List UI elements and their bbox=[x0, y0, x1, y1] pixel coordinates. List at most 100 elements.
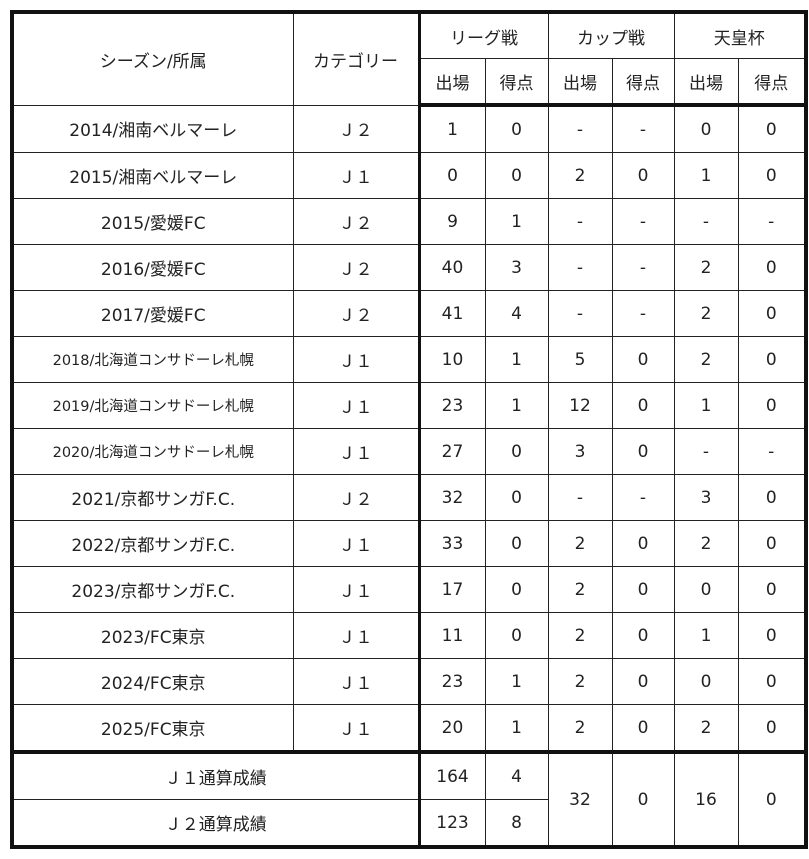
category: Ｊ１ bbox=[292, 566, 421, 613]
emperor-apps: 2 bbox=[673, 244, 739, 291]
total-cup-goals: 0 bbox=[611, 751, 675, 848]
total-j1-label: Ｊ１通算成績 bbox=[11, 751, 421, 800]
emperor-apps: - bbox=[673, 428, 739, 475]
league-goals: 0 bbox=[484, 474, 549, 521]
emperor-goals: 0 bbox=[737, 336, 807, 383]
emperor-apps: 1 bbox=[673, 612, 739, 659]
cup-apps: 2 bbox=[547, 566, 613, 613]
header-category: カテゴリー bbox=[292, 11, 421, 106]
league-apps: 0 bbox=[418, 152, 486, 199]
league-goals: 1 bbox=[484, 382, 549, 429]
league-goals: 3 bbox=[484, 244, 549, 291]
season-club: 2014/湘南ベルマーレ bbox=[11, 104, 294, 153]
cup-goals: 0 bbox=[611, 612, 675, 659]
cup-goals: 0 bbox=[611, 520, 675, 567]
cup-goals: 0 bbox=[611, 704, 675, 754]
category: Ｊ２ bbox=[292, 198, 421, 245]
league-goals: 0 bbox=[484, 152, 549, 199]
category: Ｊ１ bbox=[292, 520, 421, 567]
league-goals: 0 bbox=[484, 104, 549, 153]
table-row: 2015/湘南ベルマーレ Ｊ１ 0 0 2 0 1 0 bbox=[11, 152, 807, 199]
season-club: 2015/湘南ベルマーレ bbox=[11, 152, 294, 199]
category: Ｊ２ bbox=[292, 290, 421, 337]
cup-apps: - bbox=[547, 244, 613, 291]
season-club: 2024/FC東京 bbox=[11, 658, 294, 705]
career-stats-table: シーズン/所属 カテゴリー リーグ戦 カップ戦 天皇杯 出場 得点 出場 得点 … bbox=[10, 10, 808, 849]
total-emperor-goals: 0 bbox=[737, 751, 807, 848]
emperor-goals: - bbox=[737, 198, 807, 245]
cup-goals: - bbox=[611, 290, 675, 337]
emperor-goals: 0 bbox=[737, 658, 807, 705]
cup-apps: 2 bbox=[547, 152, 613, 199]
header-apps: 出場 bbox=[547, 58, 613, 107]
emperor-goals: 0 bbox=[737, 612, 807, 659]
emperor-apps: - bbox=[673, 198, 739, 245]
league-apps: 33 bbox=[418, 520, 486, 567]
league-goals: 0 bbox=[484, 612, 549, 659]
emperor-apps: 0 bbox=[673, 566, 739, 613]
category: Ｊ１ bbox=[292, 336, 421, 383]
table-row: 2024/FC東京 Ｊ１ 23 1 2 0 0 0 bbox=[11, 658, 807, 705]
season-club: 2025/FC東京 bbox=[11, 704, 294, 754]
cup-apps: - bbox=[547, 474, 613, 521]
league-goals: 1 bbox=[484, 336, 549, 383]
emperor-apps: 2 bbox=[673, 704, 739, 754]
emperor-goals: 0 bbox=[737, 152, 807, 199]
category: Ｊ１ bbox=[292, 612, 421, 659]
emperor-apps: 1 bbox=[673, 382, 739, 429]
header-apps: 出場 bbox=[418, 58, 486, 107]
cup-goals: 0 bbox=[611, 658, 675, 705]
cup-apps: 5 bbox=[547, 336, 613, 383]
league-apps: 32 bbox=[418, 474, 486, 521]
emperor-goals: 0 bbox=[737, 382, 807, 429]
league-goals: 4 bbox=[484, 290, 549, 337]
league-goals: 0 bbox=[484, 520, 549, 567]
season-club: 2023/FC東京 bbox=[11, 612, 294, 659]
category: Ｊ１ bbox=[292, 658, 421, 705]
cup-apps: 2 bbox=[547, 704, 613, 754]
cup-apps: 2 bbox=[547, 658, 613, 705]
emperor-goals: 0 bbox=[737, 290, 807, 337]
league-apps: 27 bbox=[418, 428, 486, 475]
season-club: 2020/北海道コンサドーレ札幌 bbox=[11, 428, 294, 475]
emperor-apps: 2 bbox=[673, 336, 739, 383]
league-apps: 1 bbox=[418, 104, 486, 153]
table-row: 2025/FC東京 Ｊ１ 20 1 2 0 2 0 bbox=[11, 704, 807, 754]
table-row: 2022/京都サンガF.C. Ｊ１ 33 0 2 0 2 0 bbox=[11, 520, 807, 567]
category: Ｊ１ bbox=[292, 704, 421, 754]
header-season: シーズン/所属 bbox=[11, 11, 294, 106]
league-apps: 41 bbox=[418, 290, 486, 337]
category: Ｊ２ bbox=[292, 244, 421, 291]
category: Ｊ２ bbox=[292, 474, 421, 521]
cup-apps: 2 bbox=[547, 612, 613, 659]
cup-apps: 2 bbox=[547, 520, 613, 567]
emperor-goals: 0 bbox=[737, 104, 807, 153]
cup-apps: 12 bbox=[547, 382, 613, 429]
season-club: 2019/北海道コンサドーレ札幌 bbox=[11, 382, 294, 429]
cup-apps: 3 bbox=[547, 428, 613, 475]
total-j2-label: Ｊ２通算成績 bbox=[11, 799, 421, 848]
emperor-apps: 0 bbox=[673, 658, 739, 705]
table-row: 2023/京都サンガF.C. Ｊ１ 17 0 2 0 0 0 bbox=[11, 566, 807, 613]
table-row: 2019/北海道コンサドーレ札幌 Ｊ１ 23 1 12 0 1 0 bbox=[11, 382, 807, 429]
season-club: 2015/愛媛FC bbox=[11, 198, 294, 245]
cup-goals: 0 bbox=[611, 428, 675, 475]
header-goals: 得点 bbox=[484, 58, 549, 107]
table-row: 2020/北海道コンサドーレ札幌 Ｊ１ 27 0 3 0- - bbox=[11, 428, 807, 475]
emperor-goals: 0 bbox=[737, 520, 807, 567]
cup-goals: - bbox=[611, 198, 675, 245]
league-goals: 0 bbox=[484, 428, 549, 475]
header-apps: 出場 bbox=[673, 58, 739, 107]
header-league: リーグ戦 bbox=[418, 11, 549, 59]
table-row: 2023/FC東京 Ｊ１ 11 0 2 0 1 0 bbox=[11, 612, 807, 659]
cup-apps: - bbox=[547, 198, 613, 245]
league-apps: 40 bbox=[418, 244, 486, 291]
season-club: 2022/京都サンガF.C. bbox=[11, 520, 294, 567]
season-club: 2021/京都サンガF.C. bbox=[11, 474, 294, 521]
cup-apps: - bbox=[547, 104, 613, 153]
league-goals: 1 bbox=[484, 704, 549, 754]
header-goals: 得点 bbox=[611, 58, 675, 107]
league-goals: 1 bbox=[484, 658, 549, 705]
header-cup: カップ戦 bbox=[547, 11, 675, 59]
emperor-apps: 1 bbox=[673, 152, 739, 199]
